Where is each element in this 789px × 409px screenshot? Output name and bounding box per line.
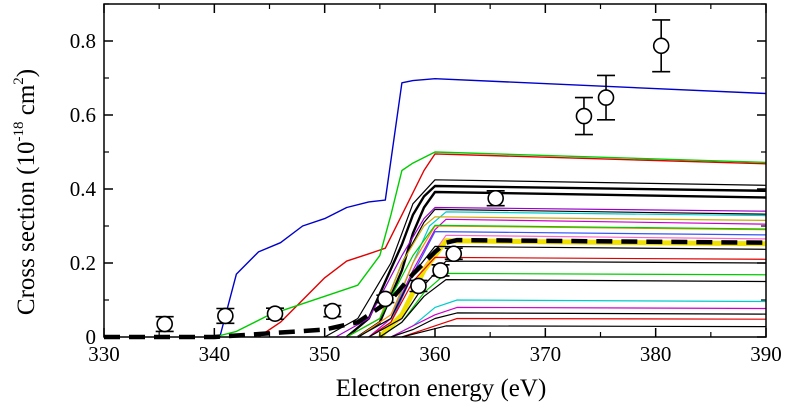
x-tick-label: 360 [419,342,451,366]
x-axis-title: Electron energy (eV) [336,375,547,402]
y-tick-label: 0.2 [70,251,96,275]
measurement-point [652,19,671,73]
measurement-point [574,96,593,136]
y-tick-label: 0.8 [70,29,96,53]
measurement-marker [445,245,463,263]
measurement-marker [377,290,394,308]
measurement-point [323,302,342,320]
y-tick-label: 0.6 [70,103,96,127]
measurement-point [597,74,616,121]
measurement-point [409,277,428,295]
series-line-black-1 [324,179,767,338]
measurement-marker [410,277,427,295]
x-tick-label: 330 [88,342,120,366]
x-tick-label: 340 [199,342,231,366]
series-line-red [258,153,767,338]
measurement-marker [487,189,504,207]
series-line-green-2 [346,224,767,338]
series-line-red-3 [401,317,767,338]
y-axis-title-unit: cm [13,84,40,121]
series-line-purple [335,206,767,338]
measurement-point [444,245,463,263]
x-tick-label: 390 [750,342,782,366]
measurement-marker [156,315,173,333]
series-line-orange [357,225,767,338]
measurement-point [376,290,395,308]
measurement-marker [652,37,670,55]
series-line-yellow-band [378,238,767,339]
measurement-marker [597,89,615,106]
plot-frame [103,3,767,338]
measurement-marker [266,305,284,322]
series-line-red-2 [368,256,767,338]
ticks-layer: 330 340 350 360 370 380 390 0 0.2 0.4 0.6 0.8 [70,3,782,366]
measurement-point [155,315,174,333]
measurement-point [431,262,450,279]
y-axis-title: Cross section (10-18 cm2) [11,69,40,315]
series-line-magenta-2 [390,306,767,338]
y-tick-label: 0.4 [70,177,97,201]
y-axis-title-prefix: Cross section (10 [13,142,40,316]
measurement-marker [432,262,449,279]
series-line-black-5 [379,279,767,338]
y-axis-title-unit-exponent: 2 [11,77,27,85]
y-tick-label: 0 [86,325,97,349]
y-axis-title-exponent: -18 [11,122,27,142]
x-tick-label: 380 [640,342,672,366]
measurement-marker [324,302,341,320]
measurement-marker [575,107,593,125]
measurement-point [216,307,235,325]
measurement-layer [155,19,671,333]
measurement-point [486,189,505,207]
series-line-magenta-1 [368,218,767,338]
series-line-green-1 [214,151,767,338]
measurement-point [266,305,285,322]
x-tick-label: 350 [309,342,341,366]
series-layer [104,77,767,340]
measurement-marker [217,307,234,325]
series-line-black-6 [390,312,767,338]
series-line-blue [219,77,767,338]
y-axis-title-suffix: ) [13,69,40,77]
x-tick-label: 370 [530,342,562,366]
